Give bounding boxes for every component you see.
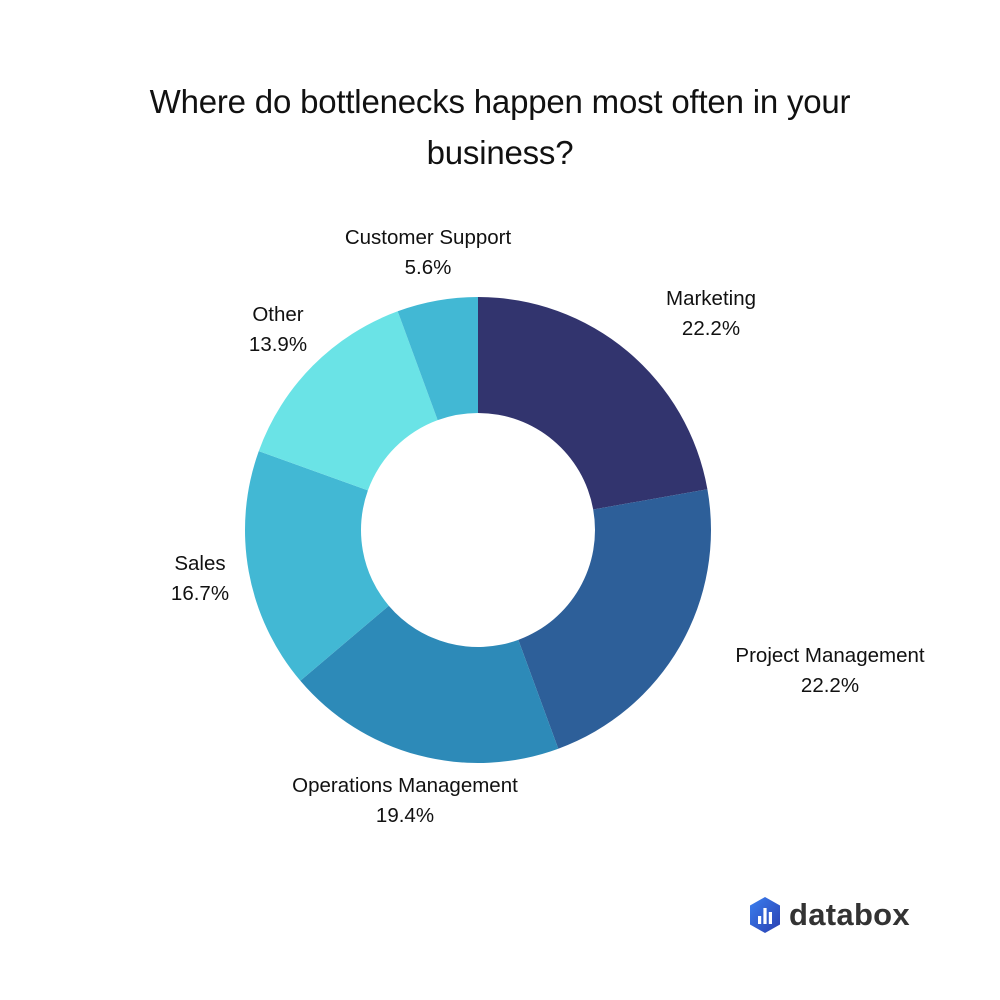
label-other: Other 13.9% [249, 300, 307, 360]
slice-sales [245, 451, 389, 681]
label-name: Sales [174, 552, 226, 575]
label-name: Customer Support [344, 226, 512, 249]
slice-project-management [518, 489, 711, 749]
chart-title-line2: business? [426, 134, 574, 171]
slice-marketing [478, 297, 708, 510]
slice-operations-management [300, 605, 559, 764]
label-percent: 13.9% [248, 333, 308, 356]
label-sales: Sales 16.7% [171, 549, 229, 609]
slice-customer-support [397, 297, 478, 421]
chart-title: Where do bottlenecks happen most often i… [100, 76, 900, 178]
label-name: Operations Management [292, 774, 518, 797]
label-name: Other [252, 303, 304, 326]
label-marketing: Marketing 22.2% [666, 284, 756, 344]
slice-other [258, 311, 438, 491]
label-percent: 16.7% [170, 582, 230, 605]
databox-logo: databox [748, 896, 910, 934]
label-project-management: Project Management 22.2% [735, 641, 924, 701]
databox-wordmark: databox [789, 897, 910, 932]
label-operations-management: Operations Management 19.4% [292, 771, 518, 831]
databox-logo-icon [750, 897, 780, 933]
label-percent: 22.2% [681, 317, 741, 340]
label-percent: 19.4% [375, 804, 435, 827]
label-name: Marketing [665, 287, 757, 310]
label-percent: 5.6% [404, 256, 452, 279]
label-customer-support: Customer Support 5.6% [345, 223, 511, 283]
label-percent: 22.2% [800, 674, 860, 697]
label-name: Project Management [735, 644, 925, 667]
chart-title-line1: Where do bottlenecks happen most often i… [149, 83, 851, 120]
